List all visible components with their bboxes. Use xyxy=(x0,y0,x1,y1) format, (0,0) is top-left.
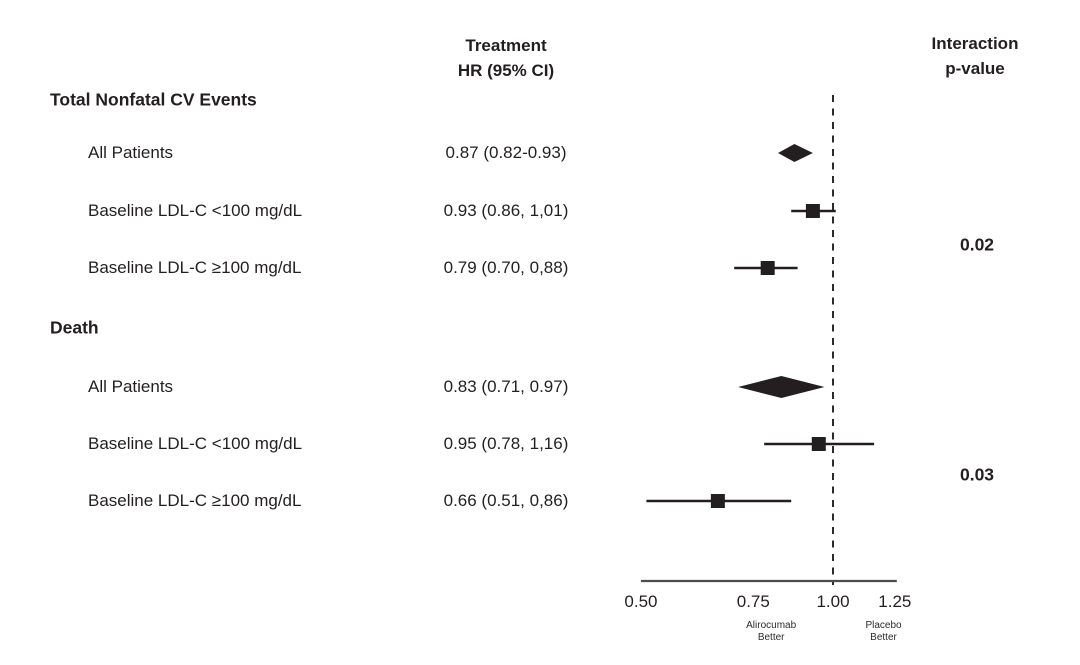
interaction-p-column-header: Interaction p-value xyxy=(932,31,1019,81)
hr-column-header-line1: Treatment xyxy=(465,36,547,55)
axis-note-right-line2: Better xyxy=(870,632,897,643)
hr-value: 0.87 (0.82-0.93) xyxy=(445,143,567,162)
row-label: All Patients xyxy=(88,143,174,162)
row-label: Baseline LDL-C <100 mg/dL xyxy=(88,201,303,220)
axis-note-left-line1: Alirocumab xyxy=(746,620,797,631)
point-estimate-square xyxy=(805,204,820,218)
row-label: Baseline LDL-C ≥100 mg/dL xyxy=(88,491,302,510)
interaction-p-value: 0.03 xyxy=(959,464,995,485)
row-label: Baseline LDL-C ≥100 mg/dL xyxy=(88,258,302,277)
axis-tick-label: 0.75 xyxy=(736,592,770,611)
row-label: Baseline LDL-C <100 mg/dL xyxy=(88,434,303,453)
row-label: All Patients xyxy=(88,377,174,396)
axis-tick-label: 0.50 xyxy=(624,592,658,611)
hr-value: 0.66 (0.51, 0,86) xyxy=(443,491,569,510)
axis-tick-label: 1.00 xyxy=(816,592,850,611)
point-estimate-square xyxy=(760,261,775,275)
axis-note-alirocumab-better: Alirocumab Better xyxy=(746,620,796,644)
axis-note-right-line1: Placebo xyxy=(865,620,902,631)
hr-value: 0.83 (0.71, 0.97) xyxy=(443,377,569,396)
interaction-p-header-line2: p-value xyxy=(945,59,1005,78)
interaction-p-value: 0.02 xyxy=(959,234,995,255)
axis-note-placebo-better: Placebo Better xyxy=(865,620,901,644)
axis-note-left-line2: Better xyxy=(757,632,785,643)
hr-value: 0.93 (0.86, 1,01) xyxy=(443,201,569,220)
axis-tick-label: 1.25 xyxy=(878,592,912,611)
summary-diamond xyxy=(778,144,813,162)
group-header-label: Total Nonfatal CV Events xyxy=(50,89,257,110)
hr-column-header-line2: HR (95% CI) xyxy=(457,61,555,80)
interaction-p-header-line1: Interaction xyxy=(931,34,1019,53)
point-estimate-square xyxy=(710,494,725,508)
hr-value: 0.79 (0.70, 0,88) xyxy=(443,258,569,277)
group-header-label: Death xyxy=(50,317,99,338)
summary-diamond xyxy=(738,376,825,398)
point-estimate-square xyxy=(811,437,826,451)
hr-column-header: Treatment HR (95% CI) xyxy=(458,33,554,83)
hr-value: 0.95 (0.78, 1,16) xyxy=(443,434,569,453)
